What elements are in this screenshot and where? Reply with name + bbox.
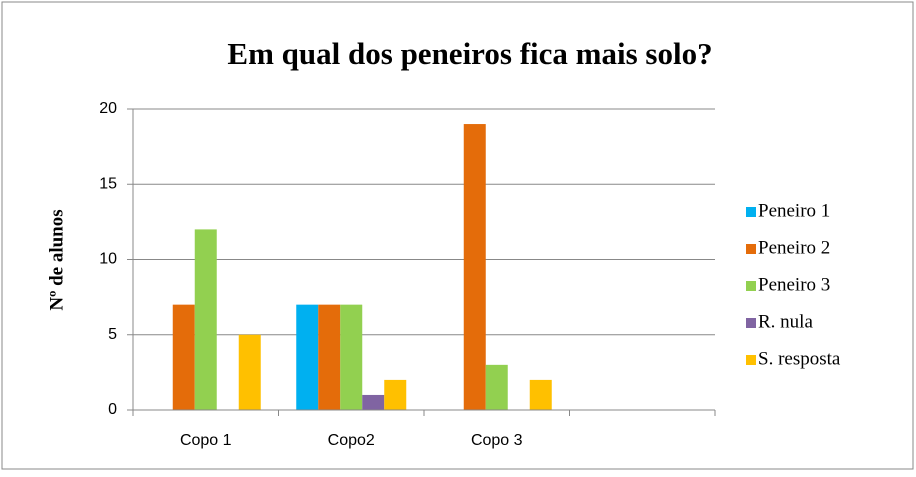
legend-swatch [746, 244, 756, 254]
bar [384, 379, 407, 410]
bar [529, 379, 552, 410]
legend-label: Peneiro 1 [758, 200, 830, 221]
legend-label: S. resposta [758, 348, 841, 369]
legend-label: Peneiro 3 [758, 274, 830, 295]
y-tick-label: 0 [108, 401, 117, 418]
bar [238, 334, 261, 410]
bar [485, 364, 508, 410]
y-tick-label: 20 [99, 100, 117, 117]
y-axis-label: Nº de alunos [46, 209, 67, 310]
bar [172, 304, 195, 410]
x-tick-label: Copo 3 [471, 432, 523, 449]
legend-swatch [746, 355, 756, 365]
x-tick-label: Copo2 [328, 432, 375, 449]
legend-swatch [746, 281, 756, 291]
bar [318, 304, 341, 410]
x-tick-label: Copo 1 [180, 432, 232, 449]
legend-swatch [746, 207, 756, 217]
bar [340, 304, 363, 410]
y-tick-label: 15 [99, 175, 117, 192]
y-tick-label: 10 [99, 251, 117, 268]
bar [296, 304, 319, 410]
y-tick-label: 5 [108, 326, 117, 343]
legend-swatch [746, 318, 756, 328]
chart-title: Em qual dos peneiros fica mais solo? [227, 36, 712, 71]
bar [194, 229, 217, 410]
bar [463, 124, 486, 411]
bar [362, 394, 385, 410]
legend-label: R. nula [758, 311, 813, 332]
legend-label: Peneiro 2 [758, 237, 830, 258]
